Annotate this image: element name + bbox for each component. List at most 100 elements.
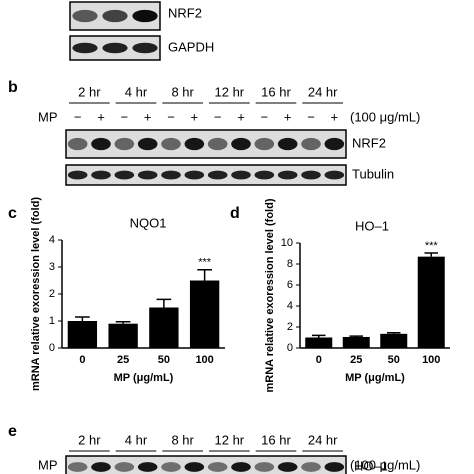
blot-box bbox=[65, 164, 347, 186]
band bbox=[231, 137, 251, 151]
blot-label: NRF2 bbox=[168, 5, 202, 20]
treatment-sign: − bbox=[261, 109, 269, 124]
error-bar bbox=[349, 335, 363, 337]
blot-label: NRF2 bbox=[352, 135, 386, 150]
x-axis-label: MP (μg/mL) bbox=[114, 372, 174, 384]
panel-label: b bbox=[8, 79, 18, 96]
dose-label: (100 μg/mL) bbox=[350, 457, 420, 472]
panel-label: e bbox=[8, 423, 17, 440]
y-tick-label: 0 bbox=[49, 342, 55, 354]
band bbox=[184, 462, 205, 472]
band bbox=[161, 462, 181, 472]
treatment-sign: + bbox=[144, 109, 152, 124]
band bbox=[324, 170, 345, 180]
band bbox=[114, 462, 135, 472]
band bbox=[254, 170, 275, 180]
treatment-sign: + bbox=[191, 109, 199, 124]
bar bbox=[417, 256, 445, 348]
chart-title: NQO1 bbox=[130, 215, 167, 230]
panel-label: d bbox=[230, 205, 240, 222]
treatment-sign: − bbox=[74, 109, 82, 124]
x-tick-label: 0 bbox=[79, 354, 85, 366]
band bbox=[254, 137, 275, 151]
treatment-sign: + bbox=[97, 109, 105, 124]
time-label: 4 hr bbox=[125, 432, 148, 447]
band bbox=[132, 42, 158, 54]
blot-box bbox=[65, 129, 347, 159]
time-label: 16 hr bbox=[261, 432, 291, 447]
band bbox=[254, 462, 275, 472]
band bbox=[207, 137, 228, 151]
band bbox=[324, 462, 345, 472]
treatment-sign: + bbox=[237, 109, 245, 124]
band bbox=[102, 9, 128, 23]
bar bbox=[108, 323, 138, 348]
error-bar bbox=[387, 332, 401, 334]
y-axis-label: mRNA relative exoression level (fold) bbox=[30, 197, 42, 391]
error-bar bbox=[115, 321, 131, 324]
x-tick-label: 25 bbox=[117, 354, 129, 366]
time-label: 24 hr bbox=[308, 84, 338, 99]
y-tick-label: 2 bbox=[49, 288, 55, 300]
band bbox=[91, 170, 111, 180]
y-tick-label: 4 bbox=[287, 300, 293, 312]
bar bbox=[305, 337, 333, 348]
treatment-sign: − bbox=[214, 109, 222, 124]
band bbox=[132, 9, 158, 23]
y-tick-label: 6 bbox=[287, 279, 293, 291]
y-tick-label: 10 bbox=[281, 237, 293, 249]
time-label: 8 hr bbox=[171, 84, 194, 99]
band bbox=[324, 137, 345, 151]
panel-label: c bbox=[8, 205, 17, 222]
band bbox=[277, 462, 298, 472]
band bbox=[231, 170, 251, 180]
band bbox=[301, 170, 321, 180]
error-bar bbox=[75, 316, 90, 321]
band bbox=[184, 170, 205, 180]
band bbox=[67, 462, 88, 472]
band bbox=[207, 462, 228, 472]
chart-title: HO–1 bbox=[355, 218, 389, 233]
significance: *** bbox=[425, 240, 439, 252]
error-bar bbox=[424, 252, 438, 257]
significance: *** bbox=[198, 257, 212, 269]
treatment-label: MP bbox=[38, 457, 58, 472]
blot-label: HO–1 bbox=[354, 458, 388, 473]
bar bbox=[189, 280, 220, 348]
error-bar bbox=[197, 268, 212, 281]
error-bar bbox=[156, 298, 172, 308]
time-label: 16 hr bbox=[261, 84, 291, 99]
x-tick-label: 50 bbox=[158, 354, 170, 366]
x-tick-label: 0 bbox=[316, 354, 322, 366]
band bbox=[72, 42, 98, 54]
y-tick-label: 1 bbox=[49, 315, 55, 327]
treatment-sign: + bbox=[331, 109, 339, 124]
x-tick-label: 100 bbox=[195, 354, 213, 366]
bar bbox=[67, 321, 98, 348]
x-axis-label: MP (μg/mL) bbox=[345, 372, 405, 384]
time-label: 2 hr bbox=[78, 432, 101, 447]
band bbox=[137, 170, 158, 180]
y-tick-label: 0 bbox=[287, 342, 293, 354]
y-tick-label: 3 bbox=[49, 261, 55, 273]
band bbox=[102, 42, 128, 54]
y-tick-label: 2 bbox=[287, 321, 293, 333]
band bbox=[67, 137, 88, 151]
x-tick-label: 100 bbox=[422, 354, 440, 366]
blot-label: Tubulin bbox=[352, 166, 394, 181]
band bbox=[231, 462, 251, 472]
band bbox=[91, 137, 111, 151]
y-axis-label: mRNA relative exoression level (fold) bbox=[264, 198, 276, 392]
blot-box bbox=[65, 455, 347, 474]
band bbox=[277, 170, 298, 180]
treatment-sign: + bbox=[284, 109, 292, 124]
dose-label: (100 μg/mL) bbox=[350, 109, 420, 124]
bar bbox=[380, 333, 408, 348]
band bbox=[91, 462, 111, 472]
y-tick-label: 8 bbox=[287, 258, 293, 270]
treatment-sign: − bbox=[307, 109, 315, 124]
y-tick-label: 4 bbox=[49, 234, 55, 246]
blot-label: GAPDH bbox=[168, 39, 214, 54]
bar bbox=[149, 307, 179, 348]
band bbox=[72, 9, 98, 23]
